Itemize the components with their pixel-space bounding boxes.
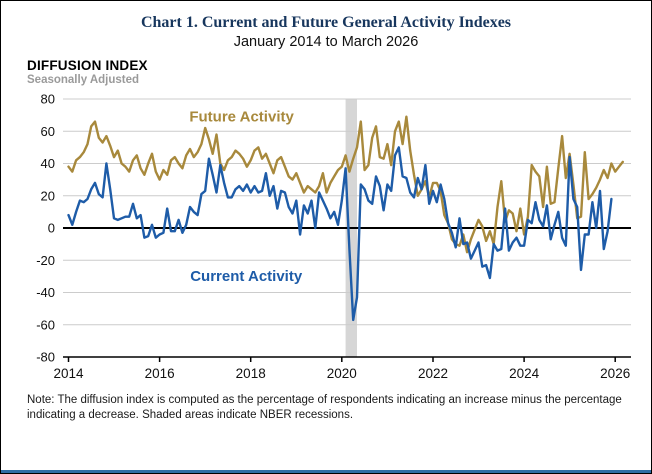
diffusion-index-label: DIFFUSION INDEX — [27, 58, 148, 73]
seasonally-adjusted-label: Seasonally Adjusted — [27, 73, 140, 86]
footnote: Note: The diffusion index is computed as… — [27, 393, 622, 421]
svg-text:80: 80 — [41, 91, 55, 106]
svg-text:2024: 2024 — [509, 366, 540, 381]
chart-subtitle: January 2014 to March 2026 — [233, 34, 419, 50]
svg-text:2016: 2016 — [145, 366, 175, 381]
svg-text:-60: -60 — [36, 317, 55, 332]
svg-text:Current Activity: Current Activity — [190, 268, 303, 285]
svg-text:40: 40 — [41, 156, 55, 171]
svg-text:2022: 2022 — [418, 366, 448, 381]
svg-text:2014: 2014 — [53, 366, 84, 381]
y-axis-label-block: DIFFUSION INDEX Seasonally Adjusted — [27, 58, 651, 87]
activity-line-chart: -80 -60 -40 -20 0 20 40 60 80 2014 2016 2018 2020 202… — [36, 91, 631, 381]
svg-text:20: 20 — [41, 188, 55, 203]
svg-text:2018: 2018 — [236, 366, 266, 381]
svg-text:2026: 2026 — [600, 366, 630, 381]
svg-text:-80: -80 — [36, 349, 55, 364]
svg-text:-40: -40 — [36, 285, 55, 300]
chart-title: Chart 1. Current and Future General Acti… — [140, 14, 512, 31]
svg-text:60: 60 — [41, 124, 55, 139]
svg-text:2020: 2020 — [327, 366, 357, 381]
svg-text:Future Activity: Future Activity — [189, 108, 294, 125]
bottom-accent-rule — [1, 470, 651, 473]
svg-text:-20: -20 — [36, 253, 55, 268]
svg-text:0: 0 — [48, 220, 55, 235]
